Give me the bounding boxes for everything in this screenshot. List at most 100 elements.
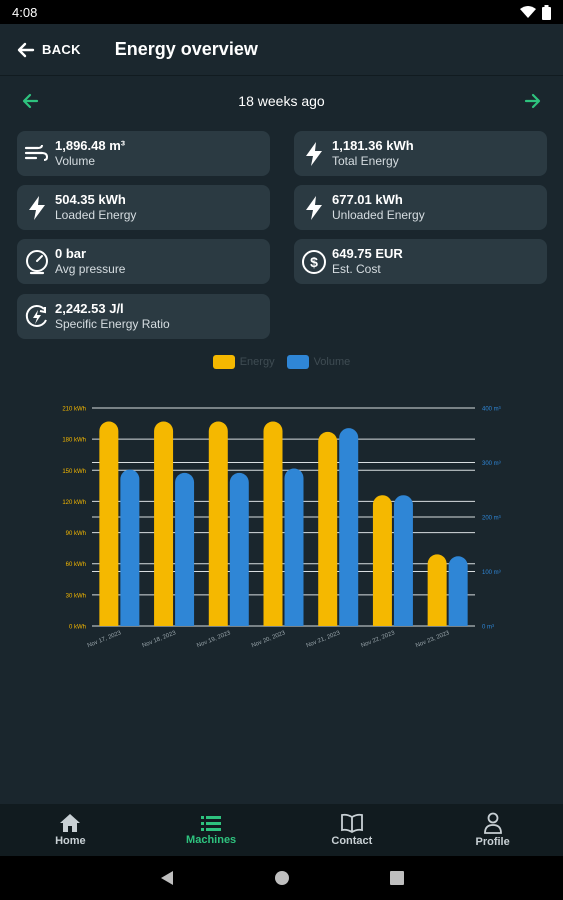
total-energy-value: 1,181.36 kWh (332, 138, 414, 153)
app-bar: BACK Energy overview (0, 24, 563, 76)
right-axis-tick-label: 400 m³ (482, 407, 501, 413)
energy-bar[interactable] (208, 421, 228, 626)
dollar-coin-icon: $ (302, 249, 326, 274)
est-cost-card: $ 649.75 EUR Est. Cost (294, 239, 547, 284)
volume-bar[interactable] (120, 469, 140, 626)
right-axis-tick-label: 0 m³ (482, 625, 494, 631)
person-icon (483, 812, 502, 834)
left-axis-tick-label: 90 kWh (66, 531, 86, 537)
loaded-energy-card: 504.35 kWh Loaded Energy (17, 185, 270, 230)
left-axis-tick-label: 0 kWh (69, 625, 86, 631)
left-axis-tick-label: 120 kWh (62, 500, 86, 506)
gauge-icon (26, 249, 48, 274)
nav-machines[interactable]: Machines (141, 804, 282, 856)
avg-pressure-value: 0 bar (55, 246, 87, 261)
volume-bar[interactable] (284, 468, 304, 626)
right-axis-tick-label: 200 m³ (482, 516, 501, 522)
chart-legend: Energy Volume (0, 355, 563, 369)
unloaded-energy-label: Unloaded Energy (332, 208, 425, 222)
left-axis-tick-label: 60 kWh (66, 562, 86, 568)
nav-contact[interactable]: Contact (282, 804, 423, 856)
unloaded-energy-card: 677.01 kWh Unloaded Energy (294, 185, 547, 230)
recents-square-icon[interactable] (389, 871, 404, 885)
loaded-energy-value: 504.35 kWh (55, 192, 126, 207)
specific-energy-ratio-card: 2,242.53 J/l Specific Energy Ratio (17, 294, 270, 339)
volume-bar[interactable] (339, 428, 359, 626)
x-axis-tick-label: Nov 20, 2023 (251, 630, 287, 649)
legend-label-energy: Energy (239, 356, 275, 368)
energy-bar[interactable] (427, 554, 447, 626)
home-icon (60, 814, 81, 832)
lightning-icon (306, 141, 322, 166)
loaded-energy-label: Loaded Energy (55, 208, 137, 222)
previous-period-button[interactable] (20, 90, 42, 112)
legend-label-volume: Volume (313, 356, 351, 368)
arrow-right-icon (524, 93, 541, 109)
energy-bar[interactable] (154, 421, 174, 626)
right-axis-tick-label: 300 m³ (482, 461, 501, 467)
next-period-button[interactable] (521, 90, 543, 112)
legend-energy[interactable]: Energy (212, 355, 275, 369)
status-icons (520, 4, 551, 20)
volume-bar[interactable] (229, 472, 249, 626)
x-axis-tick-label: Nov 21, 2023 (306, 630, 342, 649)
status-time: 4:08 (12, 4, 38, 20)
page-title: Energy overview (114, 39, 258, 59)
volume-bar[interactable] (175, 472, 195, 626)
arrow-left-icon (17, 42, 35, 57)
nav-home[interactable]: Home (0, 804, 141, 856)
legend-swatch-volume (286, 355, 309, 369)
list-icon (201, 816, 222, 831)
left-axis-tick-label: 30 kWh (66, 593, 86, 599)
x-axis-tick-label: Nov 22, 2023 (360, 630, 396, 649)
energy-bar[interactable] (263, 421, 283, 626)
home-circle-icon[interactable] (274, 870, 290, 886)
nav-home-label: Home (55, 835, 86, 847)
nav-contact-label: Contact (331, 835, 373, 847)
energy-volume-bar-chart: 0 kWh 30 kWh 60 kWh 90 kWh 120 kWh 150 kWh 180… (62, 407, 501, 650)
unloaded-energy-value: 677.01 kWh (332, 192, 403, 207)
volume-bar[interactable] (448, 556, 468, 626)
nav-profile[interactable]: Profile (422, 804, 563, 856)
status-bar: 4:08 (0, 0, 563, 24)
period-label: 18 weeks ago (238, 93, 325, 109)
svg-text:$: $ (310, 254, 318, 270)
specific-energy-ratio-value: 2,242.53 J/l (55, 301, 124, 316)
right-axis-tick-label: 100 m³ (482, 570, 501, 576)
left-axis-tick-label: 150 kWh (62, 469, 86, 475)
lightning-icon (306, 195, 322, 220)
eco-energy-icon (25, 304, 47, 327)
avg-pressure-label: Avg pressure (55, 262, 126, 276)
period-navigator: 18 weeks ago (0, 88, 563, 114)
nav-machines-label: Machines (186, 834, 237, 846)
specific-energy-ratio-label: Specific Energy Ratio (55, 317, 170, 331)
arrow-left-icon (22, 93, 39, 109)
nav-profile-label: Profile (475, 836, 510, 848)
legend-swatch-energy (212, 355, 235, 369)
left-axis-tick-label: 180 kWh (62, 438, 86, 444)
volume-value: 1,896.48 m³ (55, 138, 126, 153)
est-cost-value: 649.75 EUR (332, 246, 403, 261)
system-navigation-bar (0, 856, 563, 900)
x-axis-tick-label: Nov 17, 2023 (87, 630, 123, 649)
volume-card: 1,896.48 m³ Volume (17, 131, 270, 176)
avg-pressure-card: 0 bar Avg pressure (17, 239, 270, 284)
bottom-navigation: Home Machines Contact Profile (0, 804, 563, 856)
energy-bar[interactable] (99, 421, 119, 626)
left-axis-tick-label: 210 kWh (62, 407, 86, 413)
wifi-icon (520, 6, 536, 18)
x-axis-tick-label: Nov 18, 2023 (141, 630, 177, 649)
volume-bar[interactable] (393, 495, 413, 626)
back-triangle-icon[interactable] (160, 870, 174, 886)
legend-volume[interactable]: Volume (286, 355, 351, 369)
back-label: BACK (42, 42, 81, 57)
volume-label: Volume (55, 154, 96, 168)
back-button[interactable]: BACK (16, 40, 81, 60)
x-axis-tick-label: Nov 19, 2023 (196, 630, 232, 649)
total-energy-card: 1,181.36 kWh Total Energy (294, 131, 547, 176)
energy-bar[interactable] (318, 431, 338, 626)
energy-bar[interactable] (372, 495, 392, 626)
x-axis-tick-label: Nov 23, 2023 (415, 630, 451, 649)
est-cost-label: Est. Cost (332, 262, 381, 276)
battery-icon (542, 4, 551, 20)
